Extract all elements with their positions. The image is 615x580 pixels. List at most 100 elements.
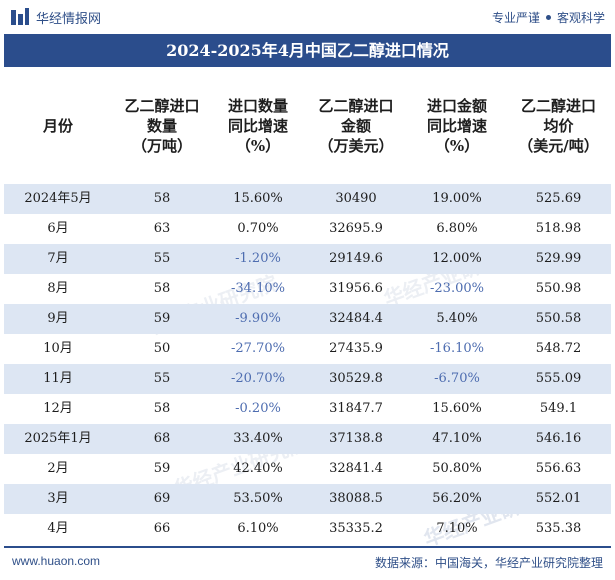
table-cell: 12月 bbox=[43, 401, 73, 416]
table-cell: 58 bbox=[153, 191, 171, 206]
table-cell: 550.98 bbox=[535, 281, 582, 296]
table-cell: 55 bbox=[153, 371, 171, 386]
table-cell: -23.00% bbox=[430, 281, 484, 296]
table-cell: 58 bbox=[153, 281, 171, 296]
table-cell: 56.20% bbox=[432, 491, 482, 506]
table-cell: 55 bbox=[153, 251, 171, 266]
table-title: 2024-2025年4月中国乙二醇进口情况 bbox=[166, 41, 449, 60]
table-cell: 31956.6 bbox=[329, 281, 383, 296]
table-cell: 6月 bbox=[47, 221, 69, 236]
table-cell: 6.80% bbox=[436, 221, 478, 236]
table-cell: -0.20% bbox=[235, 401, 281, 416]
table-cell: -9.90% bbox=[235, 311, 281, 326]
column-header-2: 进口数量 同比增速 （%） bbox=[212, 67, 304, 184]
table-cell: 30490 bbox=[335, 191, 377, 206]
footer-divider bbox=[4, 546, 611, 548]
column-header-label: 乙二醇进口 均价 （美元/吨） bbox=[518, 96, 599, 155]
table-cell: 2月 bbox=[47, 461, 69, 476]
table-cell: 50.80% bbox=[432, 461, 482, 476]
table-cell: 69 bbox=[153, 491, 171, 506]
slogan-left: 专业严谨 bbox=[491, 11, 540, 25]
table-row: 12月 58 -0.20% 31847.7 15.60% 549.1 bbox=[4, 394, 611, 424]
column-header-5: 乙二醇进口 均价 （美元/吨） bbox=[506, 67, 611, 184]
table-row: 9月 59 -9.90% 32484.4 5.40% 550.58 bbox=[4, 304, 611, 334]
table-cell: 11月 bbox=[43, 371, 73, 386]
column-header-4: 进口金额 同比增速 （%） bbox=[408, 67, 506, 184]
table-cell: 546.16 bbox=[535, 431, 582, 446]
table-cell: -20.70% bbox=[231, 371, 285, 386]
table-cell: 552.01 bbox=[535, 491, 582, 506]
table-row: 11月 55 -20.70% 30529.8 -6.70% 555.09 bbox=[4, 364, 611, 394]
table-cell: 8月 bbox=[47, 281, 69, 296]
table-row: 8月 58 -34.10% 31956.6 -23.00% 550.98 bbox=[4, 274, 611, 304]
table-row: 10月 50 -27.70% 27435.9 -16.10% 548.72 bbox=[4, 334, 611, 364]
table-cell: -34.10% bbox=[231, 281, 285, 296]
dot-separator-icon bbox=[545, 15, 551, 20]
table-cell: 2025年1月 bbox=[24, 431, 92, 446]
top-bar: 华经情报网 专业严谨 客观科学 bbox=[0, 0, 615, 34]
table-cell: 59 bbox=[153, 311, 171, 326]
table-cell: 63 bbox=[153, 221, 171, 236]
table-row: 6月 63 0.70% 32695.9 6.80% 518.98 bbox=[4, 214, 611, 244]
column-header-0: 月份 bbox=[4, 67, 112, 184]
table-cell: 32695.9 bbox=[329, 221, 383, 236]
table-cell: -27.70% bbox=[231, 341, 285, 356]
table-cell: 7月 bbox=[47, 251, 69, 266]
table-cell: -16.10% bbox=[430, 341, 484, 356]
column-header-label: 乙二醇进口 数量 （万吨） bbox=[124, 96, 200, 155]
slogan: 专业严谨 客观科学 bbox=[492, 9, 605, 26]
table-cell: 3月 bbox=[47, 491, 69, 506]
table-cell: 15.60% bbox=[233, 191, 283, 206]
huajing-logo-icon bbox=[11, 8, 29, 25]
table-cell: 68 bbox=[153, 431, 171, 446]
column-header-label: 乙二醇进口 金额 （万美元） bbox=[318, 96, 394, 155]
table-cell: 12.00% bbox=[432, 251, 482, 266]
brand-name: 华经情报网 bbox=[36, 12, 102, 27]
data-source: 数据来源：中国海关，华经产业研究院整理 bbox=[374, 556, 603, 570]
table-cell: 30529.8 bbox=[329, 371, 383, 386]
table-cell: 548.72 bbox=[535, 341, 582, 356]
column-header-label: 月份 bbox=[42, 116, 73, 135]
table-cell: 10月 bbox=[43, 341, 73, 356]
table-row: 3月 69 53.50% 38088.5 56.20% 552.01 bbox=[4, 484, 611, 514]
table-cell: 555.09 bbox=[535, 371, 582, 386]
table-cell: 38088.5 bbox=[329, 491, 383, 506]
website-link[interactable]: www.huaon.com bbox=[12, 554, 101, 568]
title-bar: 2024-2025年4月中国乙二醇进口情况 bbox=[4, 34, 611, 67]
table-cell: 525.69 bbox=[535, 191, 582, 206]
table-cell: 32484.4 bbox=[329, 311, 383, 326]
table-cell: 47.10% bbox=[432, 431, 482, 446]
table-cell: -6.70% bbox=[434, 371, 480, 386]
table-cell: 37138.8 bbox=[329, 431, 383, 446]
table-cell: 5.40% bbox=[436, 311, 478, 326]
table-cell: 0.70% bbox=[237, 221, 279, 236]
table-cell: 66 bbox=[153, 521, 171, 536]
table-cell: 518.98 bbox=[535, 221, 582, 236]
table-cell: 42.40% bbox=[233, 461, 283, 476]
table-header: 月份 乙二醇进口 数量 （万吨） 进口数量 同比增速 （%） 乙二醇进口 金额 （万美… bbox=[4, 67, 611, 184]
table-cell: 19.00% bbox=[432, 191, 482, 206]
table-cell: 58 bbox=[153, 401, 171, 416]
table-cell: 4月 bbox=[47, 521, 69, 536]
table-cell: 15.60% bbox=[432, 401, 482, 416]
table-cell: 9月 bbox=[47, 311, 69, 326]
column-header-label: 进口金额 同比增速 （%） bbox=[426, 96, 487, 155]
table-cell: 550.58 bbox=[535, 311, 582, 326]
table-cell: 53.50% bbox=[233, 491, 283, 506]
table-row: 2025年1月 68 33.40% 37138.8 47.10% 546.16 bbox=[4, 424, 611, 454]
column-header-1: 乙二醇进口 数量 （万吨） bbox=[112, 67, 212, 184]
table-cell: 535.38 bbox=[535, 521, 582, 536]
slogan-right: 客观科学 bbox=[556, 11, 605, 25]
table-row: 2024年5月 58 15.60% 30490 19.00% 525.69 bbox=[4, 184, 611, 214]
footer: www.huaon.com 数据来源：中国海关，华经产业研究院整理 bbox=[0, 544, 615, 580]
table-cell: 6.10% bbox=[237, 521, 279, 536]
column-header-3: 乙二醇进口 金额 （万美元） bbox=[304, 67, 408, 184]
table-cell: 35335.2 bbox=[329, 521, 383, 536]
table-body: 2024年5月 58 15.60% 30490 19.00% 525.69 6月 63 0.70… bbox=[4, 184, 611, 544]
table-cell: 27435.9 bbox=[329, 341, 383, 356]
table-cell: 31847.7 bbox=[329, 401, 383, 416]
table-row: 7月 55 -1.20% 29149.6 12.00% 529.99 bbox=[4, 244, 611, 274]
table-cell: 556.63 bbox=[535, 461, 582, 476]
table-cell: 50 bbox=[153, 341, 171, 356]
table-cell: -1.20% bbox=[235, 251, 281, 266]
